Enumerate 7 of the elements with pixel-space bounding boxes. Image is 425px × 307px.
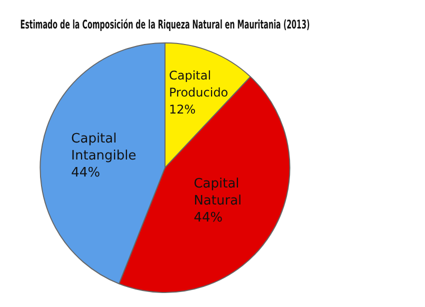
slice-label: Capital Intangible xyxy=(71,131,136,164)
data-label: 44% xyxy=(194,210,223,226)
data-label: 12% xyxy=(169,102,196,117)
chart-title: Estimado de la Composición de la Riqueza Natural en Mauritania (2013) xyxy=(20,18,310,32)
data-label: 44% xyxy=(71,165,100,180)
slice-label: Capital Producido xyxy=(169,68,228,100)
slice-label: Capital Natural xyxy=(194,176,242,209)
